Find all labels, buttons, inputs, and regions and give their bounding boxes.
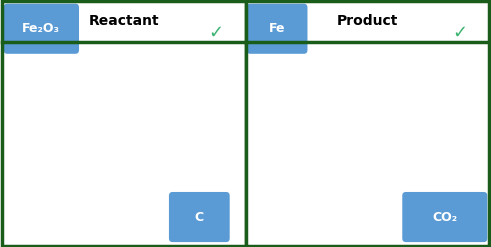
FancyBboxPatch shape — [2, 1, 246, 246]
FancyBboxPatch shape — [246, 1, 489, 246]
Text: CO₂: CO₂ — [432, 210, 457, 224]
Text: Reactant: Reactant — [89, 14, 159, 28]
Text: Product: Product — [336, 14, 398, 28]
FancyBboxPatch shape — [246, 4, 307, 54]
FancyBboxPatch shape — [402, 192, 488, 242]
Text: C: C — [195, 210, 204, 224]
FancyBboxPatch shape — [3, 4, 79, 54]
FancyBboxPatch shape — [169, 192, 230, 242]
Text: Fe: Fe — [269, 22, 285, 35]
FancyBboxPatch shape — [246, 1, 489, 41]
Text: Fe₂O₃: Fe₂O₃ — [23, 22, 60, 35]
Text: ✓: ✓ — [452, 24, 467, 42]
FancyBboxPatch shape — [2, 1, 246, 41]
Text: ✓: ✓ — [209, 24, 224, 42]
